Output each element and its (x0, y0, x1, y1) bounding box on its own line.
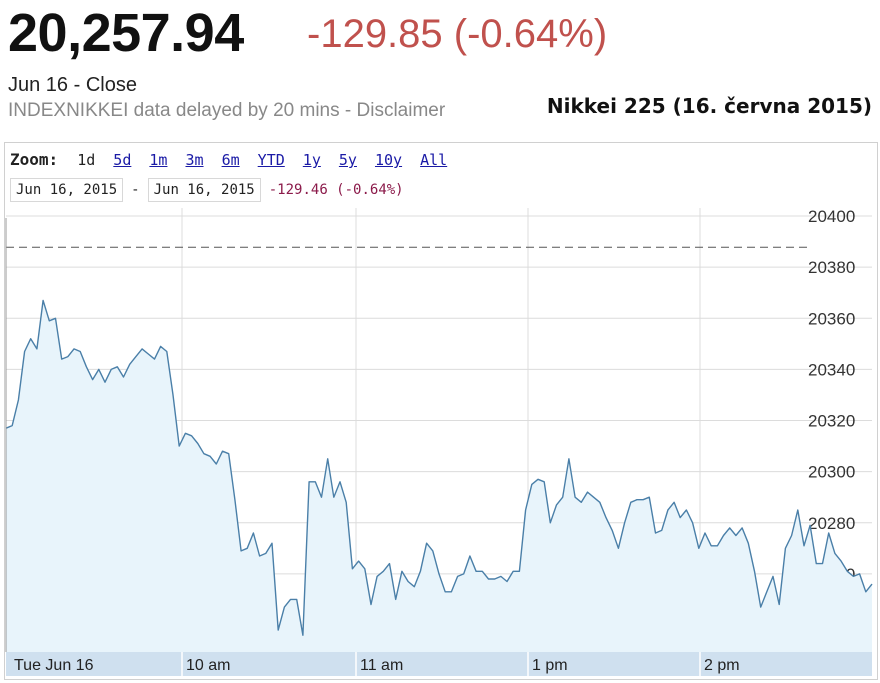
x-tick-label: 11 am (360, 657, 403, 674)
y-tick-label: 20280 (808, 514, 855, 533)
x-tick-label: Tue Jun 16 (14, 657, 94, 674)
price-value: 20,257.94 (8, 3, 244, 63)
zoom-option-3m[interactable]: 3m (185, 151, 204, 169)
range-change-value: -129.46 (-0.64%) (268, 182, 404, 198)
zoom-option-6m[interactable]: 6m (221, 151, 240, 169)
delay-text: INDEXNIKKEI data delayed by 20 mins - (8, 100, 357, 121)
zoom-option-1d[interactable]: 1d (77, 151, 96, 169)
zoom-option-5d[interactable]: 5d (113, 151, 132, 169)
disclaimer-link[interactable]: Disclaimer (356, 100, 446, 121)
close-label: Jun 16 - Close (8, 74, 137, 96)
range-separator: - (131, 182, 140, 198)
y-tick-label: 20380 (808, 258, 855, 277)
chart-panel (4, 142, 878, 680)
date-range-row: Jun 16, 2015 - Jun 16, 2015 -129.46 (-0.… (10, 178, 404, 202)
x-tick-label: 10 am (186, 657, 230, 674)
data-delay-notice: INDEXNIKKEI data delayed by 20 mins - Di… (8, 100, 445, 122)
y-tick-label: 20340 (808, 360, 855, 379)
zoom-option-1m[interactable]: 1m (149, 151, 168, 169)
chart-caption: Nikkei 225 (16. června 2015) (546, 94, 872, 118)
y-tick-label: 20400 (808, 207, 855, 226)
x-axis-band (6, 652, 872, 676)
price-line (5, 299, 873, 636)
x-tick-label: 1 pm (532, 657, 568, 674)
price-area-fill (6, 300, 872, 652)
zoom-option-ytd[interactable]: YTD (257, 151, 285, 169)
y-tick-label: 20360 (808, 309, 855, 328)
range-start-input[interactable]: Jun 16, 2015 (10, 178, 124, 202)
price-change: -129.85 (-0.64%) (307, 12, 608, 56)
zoom-bar: Zoom: 1d 5d 1m 3m 6m YTD 1y 5y 10y All (10, 150, 456, 169)
zoom-option-all[interactable]: All (420, 151, 448, 169)
range-end-input[interactable]: Jun 16, 2015 (147, 178, 261, 202)
y-tick-label: 20300 (808, 463, 855, 482)
zoom-option-5y[interactable]: 5y (338, 151, 357, 169)
zoom-option-10y[interactable]: 10y (374, 151, 403, 169)
zoom-option-1y[interactable]: 1y (302, 151, 321, 169)
zoom-label: Zoom: (10, 150, 59, 169)
x-tick-label: 2 pm (704, 657, 740, 674)
y-tick-label: 20320 (808, 412, 855, 431)
